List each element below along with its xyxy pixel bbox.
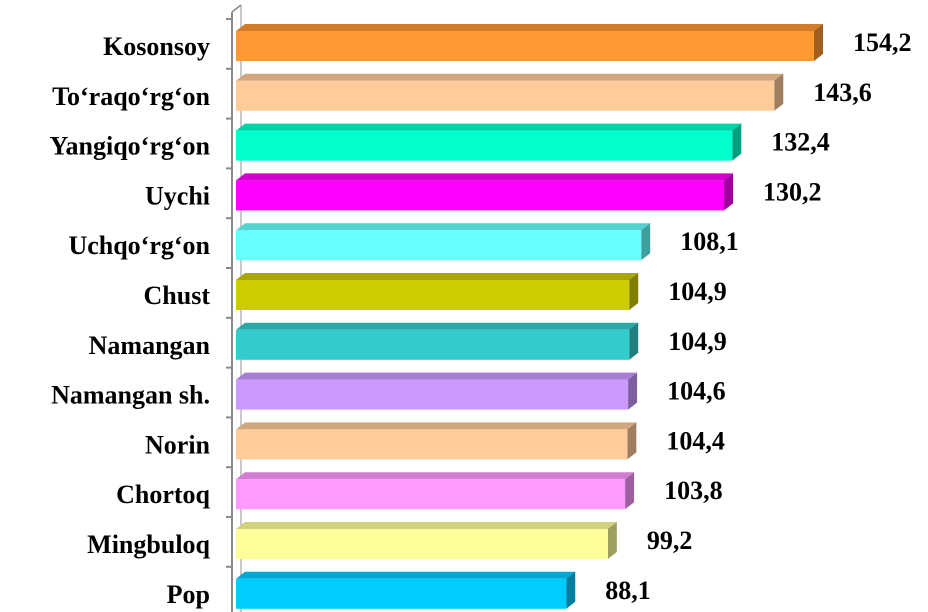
bar-side-face (724, 173, 734, 211)
value-label: 143,6 (813, 78, 872, 107)
bar-side-face (774, 73, 784, 111)
bar-3 (236, 123, 742, 161)
bar-side-face (732, 123, 742, 161)
category-label: Chortoq (116, 480, 210, 509)
bar-front-face (236, 479, 626, 510)
bar-side-face (627, 422, 637, 460)
bar-top-face (236, 223, 651, 231)
value-label: 99,2 (647, 526, 693, 555)
bar-front-face (236, 578, 567, 609)
category-label: Kosonsoy (103, 32, 210, 61)
bar-7 (236, 322, 639, 360)
bar-front-face (236, 130, 733, 161)
bar-front-face (236, 180, 725, 211)
bar-2 (236, 73, 784, 111)
bar-front-face (236, 329, 630, 360)
bar-front-face (236, 529, 608, 559)
bar-5 (236, 223, 651, 261)
value-label: 104,9 (668, 327, 727, 356)
bar-top-face (236, 123, 742, 131)
value-label: 108,1 (680, 227, 739, 256)
bar-side-face (629, 322, 639, 360)
bar-top-face (236, 273, 639, 280)
bar-top-face (236, 571, 576, 579)
bar-front-face (236, 429, 628, 460)
bar-4 (236, 173, 734, 211)
category-label: Norin (145, 430, 211, 459)
bar-front-face (236, 280, 630, 310)
value-label: 154,2 (853, 28, 912, 57)
value-label: 104,6 (667, 377, 726, 406)
bar-top-face (236, 24, 823, 31)
value-label: 104,4 (666, 426, 725, 455)
bar-12 (236, 571, 576, 609)
category-label: Pop (167, 580, 210, 609)
bar-top-face (236, 322, 639, 330)
category-label: Namangan (89, 331, 211, 360)
value-label: 103,8 (664, 476, 723, 505)
bar-front-face (236, 80, 775, 111)
bar-front-face (236, 230, 642, 261)
bar-top-face (236, 173, 734, 181)
value-label: 104,9 (668, 277, 727, 306)
bar-10 (236, 472, 635, 510)
category-label: Uchqo‘rg‘on (68, 231, 210, 260)
bar-side-face (641, 223, 651, 261)
bar-side-face (625, 472, 635, 510)
bar-side-face (628, 372, 638, 410)
bar-1 (236, 24, 823, 61)
bar-front-face (236, 31, 814, 61)
category-label: Chust (144, 281, 211, 310)
value-label: 88,1 (605, 576, 651, 605)
bar-top-face (236, 472, 635, 480)
bar-top-face (236, 372, 638, 380)
axis-top-edge (231, 4, 242, 13)
category-label: Uychi (145, 181, 210, 210)
bar-front-face (236, 379, 629, 410)
bar-side-face (814, 24, 823, 61)
bar-9 (236, 422, 637, 460)
value-label: 132,4 (771, 128, 830, 157)
bar-top-face (236, 522, 617, 529)
bar-6 (236, 273, 639, 310)
value-label: 130,2 (763, 177, 822, 206)
bar-11 (236, 522, 617, 559)
bar-top-face (236, 422, 637, 430)
bar-side-face (629, 273, 639, 310)
category-label: Namangan sh. (51, 381, 210, 410)
bar-top-face (236, 73, 784, 81)
category-label: To‘raqo‘rg‘on (52, 82, 210, 111)
category-label: Yangiqo‘rg‘on (50, 132, 211, 161)
bar-side-face (566, 571, 576, 609)
bar-side-face (607, 522, 617, 559)
category-label: Mingbuloq (87, 530, 210, 559)
bar-8 (236, 372, 638, 410)
